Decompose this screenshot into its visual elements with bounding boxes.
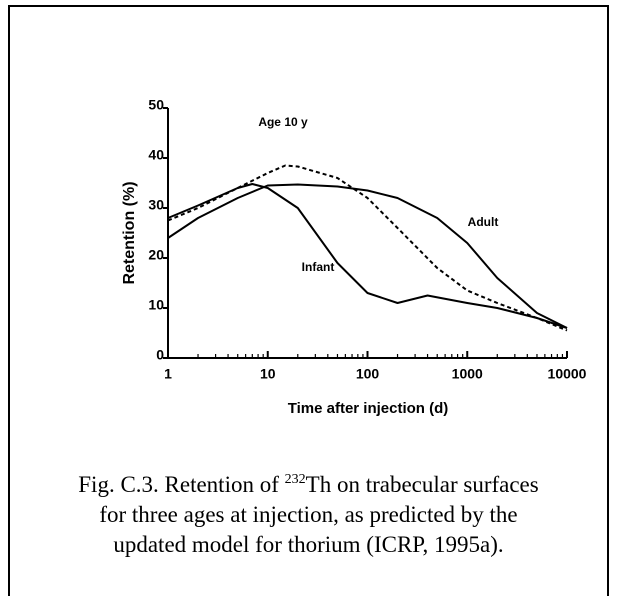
- x-tick-label: 10: [260, 366, 276, 382]
- caption-line: for three ages at injection, as predicte…: [99, 502, 518, 527]
- caption-text: Th on trabecular surfaces: [305, 472, 539, 497]
- x-tick-label: 1000: [452, 366, 483, 382]
- x-tick-label: 10000: [548, 366, 587, 382]
- y-tick-label: 10: [148, 297, 164, 313]
- x-tick-label: 1: [164, 366, 172, 382]
- caption: Fig. C.3. Retention of 232Th on trabecul…: [8, 470, 609, 560]
- caption-superscript: 232: [284, 472, 306, 487]
- y-tick-label: 30: [148, 197, 164, 213]
- series-label: Infant: [302, 260, 335, 274]
- caption-line: Fig. C.3. Retention of 232Th on trabecul…: [8, 470, 609, 500]
- x-tick-label: 100: [356, 366, 380, 382]
- series-label: Adult: [468, 215, 499, 229]
- y-tick-label: 0: [156, 347, 164, 363]
- series-line: [167, 183, 568, 329]
- series-label: Age 10 y: [258, 115, 308, 129]
- series-line: [167, 183, 568, 329]
- y-tick-label: 50: [148, 97, 164, 113]
- y-tick-label: 20: [148, 247, 164, 263]
- caption-text: Fig. C.3. Retention of: [78, 472, 279, 497]
- y-axis-label: Retention (%): [121, 181, 138, 284]
- x-axis-label: Time after injection (d): [288, 400, 449, 417]
- y-tick-label: 40: [148, 147, 164, 163]
- frame: [8, 5, 609, 596]
- caption-line: updated model for thorium (ICRP, 1995a).: [113, 532, 504, 557]
